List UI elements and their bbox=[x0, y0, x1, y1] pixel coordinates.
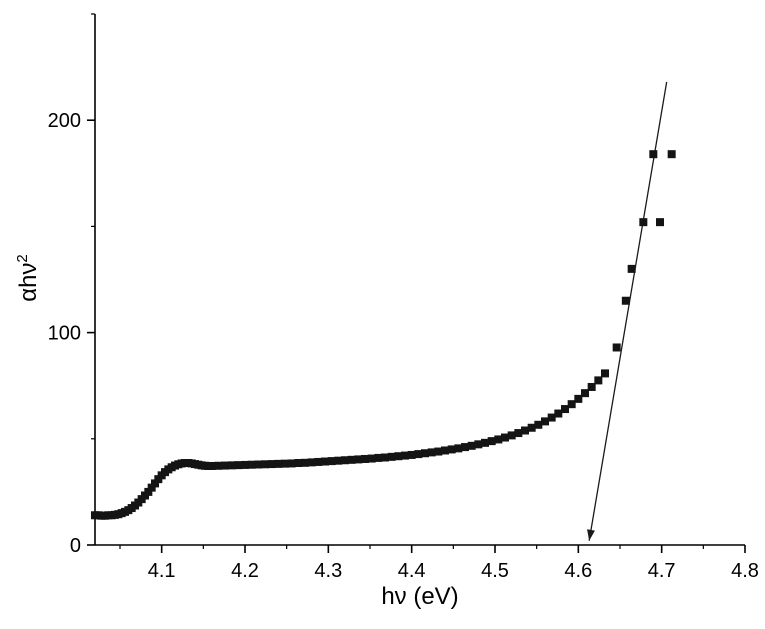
data-point bbox=[521, 426, 529, 435]
fit-line-arrowhead bbox=[587, 529, 595, 541]
data-point bbox=[307, 458, 316, 467]
data-point bbox=[274, 459, 283, 468]
data-point bbox=[267, 460, 276, 469]
data-point bbox=[427, 448, 436, 457]
data-point bbox=[554, 409, 563, 418]
data-point bbox=[507, 431, 516, 440]
data-point bbox=[301, 458, 309, 467]
data-point bbox=[574, 394, 583, 403]
x-tick-label: 4.4 bbox=[398, 560, 426, 582]
data-point bbox=[321, 457, 329, 466]
y-tick-label: 100 bbox=[48, 323, 81, 345]
x-tick-label: 4.1 bbox=[148, 560, 176, 582]
data-point bbox=[387, 452, 396, 461]
data-point bbox=[354, 455, 363, 464]
data-point bbox=[407, 450, 416, 459]
data-point bbox=[534, 420, 543, 429]
data-point bbox=[447, 445, 456, 454]
x-tick-label: 4.3 bbox=[314, 560, 342, 582]
y-tick-label: 0 bbox=[70, 535, 81, 557]
data-point bbox=[361, 454, 369, 463]
data-point bbox=[639, 218, 648, 227]
data-point bbox=[294, 459, 303, 468]
data-point bbox=[441, 446, 449, 455]
data-point bbox=[287, 459, 296, 468]
data-point bbox=[247, 460, 256, 469]
data-point bbox=[567, 400, 576, 409]
data-point bbox=[649, 150, 658, 159]
data-point bbox=[241, 460, 249, 469]
x-axis-label: hν (eV) bbox=[381, 583, 459, 610]
data-point bbox=[347, 455, 356, 464]
data-point bbox=[601, 369, 609, 378]
data-point bbox=[667, 150, 676, 159]
data-point bbox=[461, 443, 469, 452]
data-point bbox=[147, 483, 156, 492]
x-tick-label: 4.5 bbox=[481, 560, 509, 582]
data-point bbox=[612, 343, 621, 352]
data-point bbox=[314, 457, 323, 466]
data-point bbox=[547, 413, 556, 422]
data-point bbox=[381, 453, 389, 462]
data-point bbox=[394, 452, 403, 461]
data-point bbox=[474, 440, 483, 449]
data-point bbox=[581, 389, 589, 398]
data-point bbox=[621, 296, 630, 305]
data-point bbox=[594, 376, 603, 385]
data-point bbox=[541, 417, 549, 426]
x-tick-label: 4.2 bbox=[231, 560, 259, 582]
data-point bbox=[214, 461, 223, 470]
x-tick-label: 4.8 bbox=[731, 560, 759, 582]
data-point bbox=[494, 435, 503, 444]
data-point bbox=[281, 459, 289, 468]
data-point bbox=[467, 441, 476, 450]
data-point bbox=[514, 429, 523, 438]
data-point bbox=[144, 487, 153, 496]
data-point bbox=[501, 433, 509, 442]
x-tick-label: 4.7 bbox=[648, 560, 676, 582]
y-axis-label: αhν2 bbox=[14, 242, 46, 314]
data-point bbox=[454, 444, 463, 453]
data-point bbox=[367, 454, 376, 463]
data-point bbox=[334, 456, 343, 465]
data-point bbox=[234, 461, 243, 470]
data-point bbox=[414, 450, 423, 459]
data-point bbox=[481, 438, 489, 447]
data-point bbox=[527, 423, 536, 432]
data-point bbox=[561, 405, 569, 414]
data-point bbox=[487, 437, 496, 446]
data-point bbox=[151, 479, 159, 488]
y-axis-label-exponent: 2 bbox=[14, 254, 31, 263]
data-point bbox=[587, 382, 596, 391]
data-point bbox=[627, 264, 636, 273]
data-point bbox=[656, 218, 664, 227]
y-tick-label: 200 bbox=[48, 110, 81, 132]
data-point bbox=[227, 461, 236, 470]
data-point bbox=[261, 460, 269, 469]
data-point bbox=[421, 449, 429, 458]
data-point bbox=[401, 451, 409, 460]
data-point bbox=[434, 447, 443, 456]
x-tick-label: 4.6 bbox=[564, 560, 592, 582]
data-point bbox=[221, 461, 229, 470]
y-axis-label-text: αhν bbox=[15, 262, 42, 302]
data-point bbox=[341, 456, 349, 465]
fit-line bbox=[588, 81, 668, 541]
data-point bbox=[254, 460, 263, 469]
data-point bbox=[327, 457, 336, 466]
data-point bbox=[207, 461, 216, 470]
data-point bbox=[374, 453, 383, 462]
